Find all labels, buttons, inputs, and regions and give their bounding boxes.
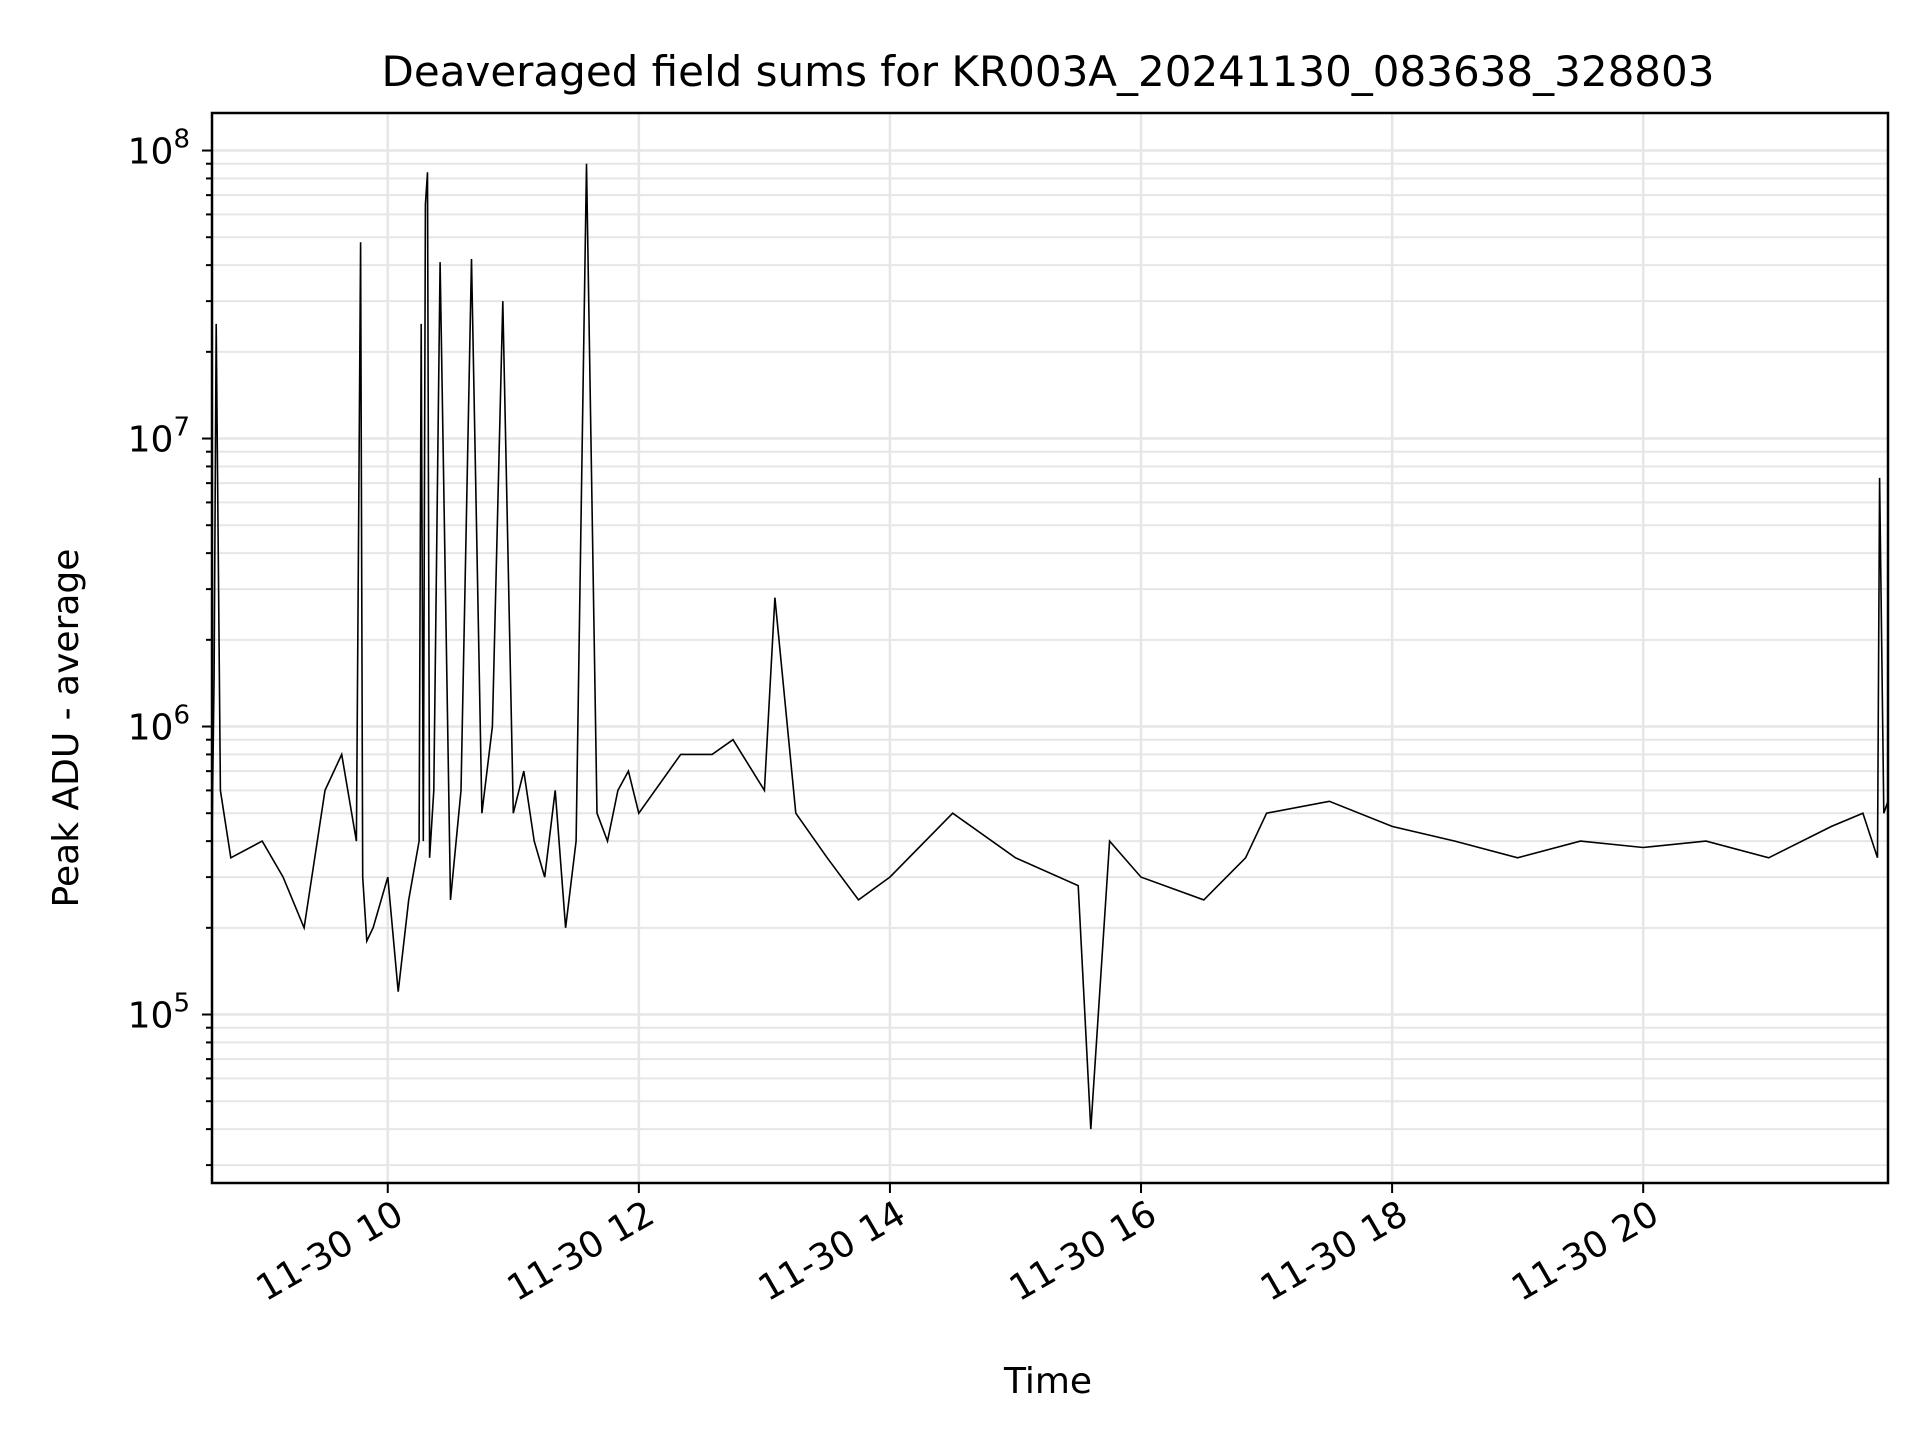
x-tick-label: 11-30 10 xyxy=(250,1193,411,1309)
x-tick-label: 11-30 14 xyxy=(752,1193,913,1309)
axis-ticks: 105 106 107 108 11-30 10 11-30 12 11-30 14 11-3… xyxy=(128,125,1666,1310)
y-tick-label: 107 xyxy=(128,413,190,461)
series-line xyxy=(211,163,1889,1130)
y-tick-label: 105 xyxy=(128,989,190,1037)
x-tick-label: 11-30 12 xyxy=(501,1193,662,1309)
chart-title: Deaveraged field sums for KR003A_2024113… xyxy=(382,47,1715,96)
x-axis-label: Time xyxy=(1003,1361,1092,1402)
x-tick-label: 11-30 20 xyxy=(1505,1193,1666,1309)
y-axis-label: Peak ADU - average xyxy=(46,549,87,908)
data-series-line xyxy=(211,163,1889,1130)
plot-frame xyxy=(210,111,1890,1185)
x-tick-label: 11-30 16 xyxy=(1003,1193,1164,1309)
y-tick-label: 106 xyxy=(128,701,190,749)
grid-lines xyxy=(212,113,1888,1183)
x-tick-label: 11-30 18 xyxy=(1254,1193,1415,1309)
y-tick-label: 108 xyxy=(128,125,190,173)
